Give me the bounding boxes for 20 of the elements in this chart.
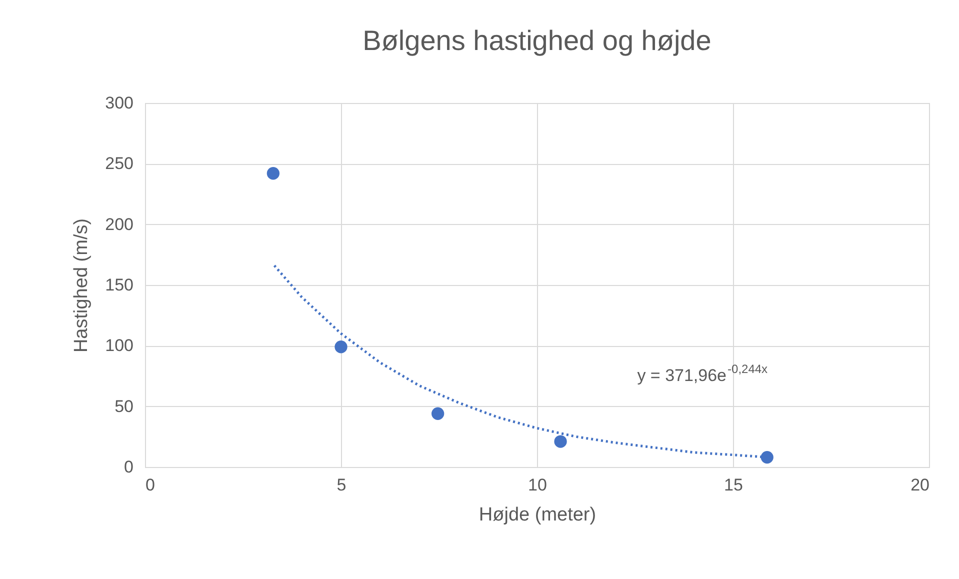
point — [432, 407, 444, 420]
y-tick-label: 0 — [124, 458, 134, 476]
y-tick-label: 150 — [105, 276, 134, 294]
x-axis-title: Højde (meter) — [478, 504, 596, 526]
y-tick-label: 100 — [105, 336, 134, 356]
y-tick-label: 250 — [105, 154, 134, 174]
y-tick-label: 300 — [105, 94, 134, 112]
x-tick-label: 0 — [146, 476, 155, 494]
x-tick-label: 15 — [724, 476, 743, 494]
x-tick-label: 5 — [336, 476, 346, 494]
y-axis-title: Hastighed (m/s) — [71, 218, 92, 353]
point — [554, 435, 567, 448]
chart-title: Bølgens hastighed og højde — [362, 25, 712, 56]
y-tick-label: 200 — [105, 214, 134, 234]
y-tick-label: 50 — [114, 396, 134, 416]
point — [760, 450, 774, 464]
x-tick-label: 20 — [910, 476, 930, 494]
point — [266, 167, 280, 180]
x-tick-label: 10 — [528, 476, 547, 494]
point — [334, 340, 348, 354]
